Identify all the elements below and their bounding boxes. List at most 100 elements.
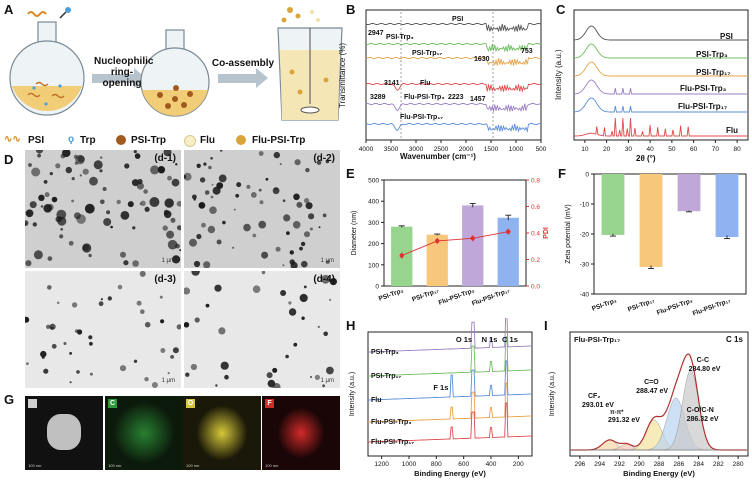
- legend-flu-psi-trp: Flu-PSI-Trp: [252, 135, 306, 146]
- ftir-curve-1: [365, 42, 542, 53]
- step-2-label: Co-assembly: [211, 58, 275, 69]
- tem-bg: [184, 271, 340, 388]
- xrd-curve-4: [573, 97, 748, 113]
- tem-particle: [309, 227, 313, 231]
- tem-particle: [106, 210, 111, 215]
- i-xtick-label-1: 294: [594, 461, 605, 468]
- eds-map-f: F 100 nm: [262, 396, 340, 470]
- tem-particle: [274, 187, 278, 191]
- h-annot-n1s: N 1s: [482, 335, 498, 344]
- tem-particle: [40, 350, 47, 358]
- tem-particle: [246, 184, 251, 189]
- tem-particle: [191, 271, 200, 276]
- tem-particle: [133, 359, 138, 363]
- tem-particle: [250, 192, 257, 198]
- tem-particle: [272, 187, 280, 195]
- tem-particle: [329, 298, 332, 301]
- xrd-xtick-label-0: 10: [581, 146, 589, 153]
- b-peak-2947: 2947: [368, 30, 384, 37]
- tem-particle: [292, 221, 301, 229]
- tem-particle: [184, 322, 190, 328]
- tem-particle: [76, 370, 80, 374]
- i-peak-label-con: C-O/C-N: [687, 407, 714, 414]
- tem-scale-d1: 1 μm: [161, 258, 175, 264]
- i-peak-value-cc: 284.80 eV: [689, 366, 721, 373]
- trp-molecule-icon: ϙ: [68, 134, 75, 145]
- i-peak-value-con: 286.32 eV: [687, 416, 719, 423]
- tem-particle: [282, 199, 286, 202]
- ftir-xtick-label-1: 3500: [384, 146, 399, 153]
- e-ytick-label-4: 400: [368, 199, 379, 206]
- e-xtick-label-0: PSI-Trp₃: [378, 287, 405, 302]
- tem-particle: [149, 197, 160, 207]
- tem-particle: [175, 163, 178, 166]
- tem-particle: [103, 218, 112, 226]
- tem-particle: [144, 321, 151, 328]
- f-xtick-label-1: PSI-Trp₁₇: [627, 297, 656, 313]
- tem-particle: [139, 202, 142, 205]
- tem-particle: [282, 264, 285, 267]
- eds-map-image: 100 nm: [25, 396, 103, 470]
- cream-dot-icon: [184, 135, 196, 147]
- tem-particle: [318, 226, 321, 229]
- b-peak-3141: 3141: [384, 80, 400, 87]
- e-ytick-label-1: 100: [368, 262, 379, 269]
- step-1-label: Nucleophilic ring-opening: [94, 56, 154, 89]
- tem-scale-d2: 1 μm: [320, 258, 334, 264]
- tem-particle: [208, 165, 212, 170]
- tem-particle: [26, 362, 29, 365]
- i-xtick-label-7: 282: [713, 461, 724, 468]
- c-label-psi-trp17: PSI-Trp₁₇: [696, 68, 731, 77]
- e-y2tick-label-0: 0.0: [531, 284, 540, 291]
- tem-particle: [196, 233, 202, 240]
- tem-particle: [116, 199, 121, 205]
- tem-particle: [51, 343, 57, 349]
- psi-chain-icon: [27, 11, 47, 17]
- tem-particle: [160, 319, 165, 324]
- h-xtick-label-1: 1000: [402, 461, 417, 468]
- tem-particle: [300, 241, 306, 247]
- tem-particle: [170, 355, 175, 359]
- flask-1: [9, 21, 85, 116]
- b-peak-1457: 1457: [470, 96, 486, 103]
- tem-particle: [131, 179, 139, 187]
- xrd-xtick-label-4: 50: [668, 146, 676, 153]
- tem-particle: [252, 233, 257, 238]
- tem-particle: [289, 250, 294, 255]
- eds-scale-image: 100 nm: [28, 463, 42, 468]
- tem-particle: [215, 384, 218, 387]
- tem-particle: [127, 201, 134, 208]
- f-bar-0: [601, 174, 625, 235]
- tem-particle: [151, 382, 158, 388]
- h-annot-f1s: F 1s: [433, 383, 448, 392]
- i-peak-label-cc: C-C: [697, 357, 709, 364]
- tem-particle: [210, 157, 213, 160]
- tem-particle: [167, 239, 178, 250]
- tem-particle: [184, 287, 191, 295]
- tem-particle: [102, 187, 107, 191]
- panel-c-label: C: [556, 2, 566, 17]
- tem-particle: [163, 210, 172, 219]
- tem-particle: [325, 159, 330, 164]
- tem-particle: [56, 301, 60, 305]
- tem-label-d4: (d-4): [313, 274, 335, 285]
- ftir-curve-4: [365, 102, 542, 113]
- tem-scale-d4: 1 μm: [320, 378, 334, 384]
- h-curve-4: [368, 402, 532, 443]
- tem-particle: [218, 327, 226, 335]
- panel-h-label: H: [346, 318, 356, 333]
- f-ylabel: Zeta potential (mV): [565, 204, 572, 264]
- tem-label-d2: (d-2): [313, 153, 335, 164]
- eds-tag-c: C: [108, 399, 117, 408]
- tem-particle: [160, 348, 166, 353]
- tem-particle: [88, 253, 92, 258]
- tem-particle: [25, 316, 30, 323]
- f-ytick-label-2: -20: [580, 232, 590, 239]
- tem-particle: [163, 150, 172, 157]
- tem-particle: [150, 165, 160, 175]
- tem-particle: [65, 166, 72, 174]
- tem-particle: [166, 230, 175, 239]
- tem-particle: [235, 193, 240, 198]
- xrd-curve-0: [573, 25, 748, 41]
- panel-b-ftir: 4000 3500 3000 2500 2000 1500 1000 500: [359, 9, 546, 153]
